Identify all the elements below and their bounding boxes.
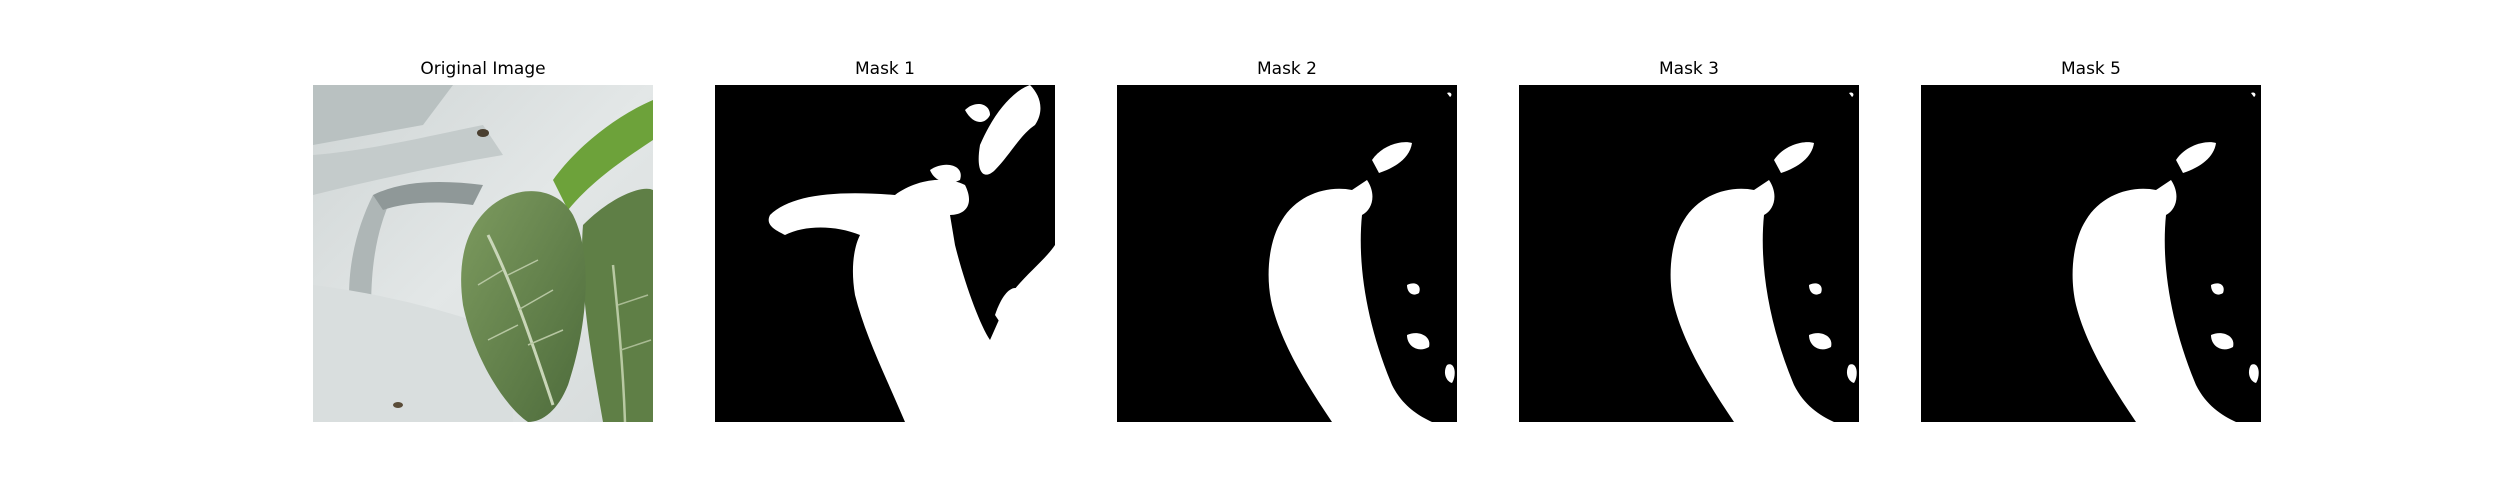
mask-region	[2251, 92, 2256, 97]
leaf-vein	[487, 324, 519, 341]
mask-region	[1407, 333, 1430, 350]
mask-region	[2176, 142, 2216, 173]
panel-title: Mask 1	[854, 59, 915, 79]
original-photo	[313, 85, 653, 422]
mask-region	[1846, 364, 1857, 383]
sheet-lower	[313, 285, 513, 422]
leaf-vein	[507, 259, 539, 276]
mask-image	[715, 85, 1055, 422]
sheet-fold	[313, 125, 503, 195]
sheet-crease	[373, 182, 483, 210]
sheet-fold	[313, 85, 453, 145]
mask-region	[1670, 180, 1834, 422]
leaf-vein	[620, 339, 652, 351]
mask-region	[965, 103, 990, 122]
leaf-vein	[517, 289, 554, 311]
leaf-vein	[477, 269, 504, 286]
mask-region	[1809, 333, 1832, 350]
mask-region	[1849, 92, 1854, 97]
panel-title: Original Image	[420, 59, 546, 79]
panel-title: Mask 5	[2060, 59, 2121, 79]
panel-title: Mask 2	[1256, 59, 1317, 79]
mask-region	[1407, 283, 1420, 295]
mask-region	[1268, 180, 1432, 422]
mask-region	[2211, 283, 2224, 295]
mask-region	[2248, 364, 2259, 383]
mask-region	[1444, 364, 1455, 383]
mask-region	[768, 179, 1055, 422]
mask-region	[1774, 142, 1814, 173]
mask-region	[2211, 333, 2234, 350]
mask-image	[1519, 85, 1859, 422]
mask-region	[978, 85, 1041, 175]
mask-image	[1921, 85, 2261, 422]
mask-region	[1809, 283, 1822, 295]
panel-title: Mask 3	[1658, 59, 1719, 79]
mask-region	[1447, 92, 1452, 97]
mask-region	[2072, 180, 2236, 422]
leaf-vein	[486, 234, 555, 406]
leaf-vein	[617, 294, 649, 306]
mask-region	[995, 288, 1025, 345]
mask-region	[930, 164, 961, 183]
leaf-upper	[553, 100, 653, 210]
insect-speck	[477, 129, 489, 137]
leaf-vein	[611, 264, 627, 422]
leaf-vein	[527, 329, 564, 346]
insect-speck	[393, 402, 403, 408]
mask-region	[1372, 142, 1412, 173]
mask-image	[1117, 85, 1457, 422]
